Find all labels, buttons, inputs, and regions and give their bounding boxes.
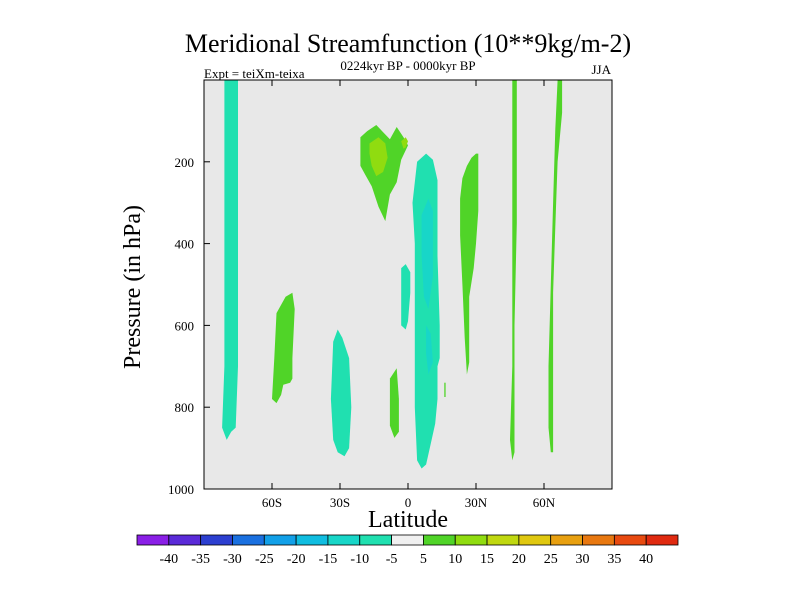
colorbar-swatch [391, 534, 424, 546]
colorbar-swatch [327, 534, 361, 546]
y-tick-label: 1000 [168, 482, 194, 497]
colorbar-swatch [550, 534, 583, 546]
contour-region-nh-subtropical-cell [460, 153, 479, 375]
colorbar-swatch [423, 534, 456, 546]
contour-region-sh-midlat-cell [272, 292, 295, 404]
contour-region-tropical-negative-column [412, 153, 440, 469]
x-tick-label: 30N [465, 495, 488, 510]
contour-region-tropical-negative-core [421, 198, 433, 309]
colorbar-swatch [454, 534, 488, 546]
contour-region-upper-tropical-core-small [401, 137, 408, 149]
colorbar-swatch [645, 534, 679, 546]
colorbar-label: 25 [544, 552, 558, 567]
colorbar-swatch [136, 534, 170, 546]
colorbar-label: 30 [576, 552, 590, 567]
colorbar-label: 20 [512, 552, 526, 567]
plot-area: 60S 30S 0 30N 60N 200 400 600 800 1000 [168, 79, 613, 510]
colorbar-swatch [518, 534, 552, 546]
contour-region-tropical-negative-core-lower [426, 325, 433, 375]
colorbar-label: 10 [448, 552, 462, 567]
contour-region-sh-polar-column [222, 80, 238, 440]
colorbar-swatch [359, 534, 392, 546]
y-tick-label: 600 [175, 318, 195, 333]
colorbar-label: -25 [255, 552, 274, 567]
contour-region-lower-tropical-cell [389, 368, 399, 438]
y-tick-label: 200 [175, 155, 195, 170]
contour-region-upper-tropical-core [369, 137, 388, 177]
colorbar-label: 40 [639, 552, 653, 567]
contour-region-tropical-negative-left [401, 264, 411, 330]
x-tick-label: 30S [330, 495, 350, 510]
colorbar-swatch [582, 534, 615, 546]
colorbar-label: -20 [287, 552, 306, 567]
x-tick-label: 0 [405, 495, 412, 510]
colorbar-label: -35 [191, 552, 210, 567]
colorbar-label: -5 [386, 552, 398, 567]
y-tick-label: 800 [175, 400, 195, 415]
colorbar-swatch [486, 534, 520, 546]
y-axis-label: Pressure (in hPa) [120, 205, 146, 369]
period-label: 0224kyr BP - 0000kyr BP [340, 58, 475, 73]
colorbar-label: 15 [480, 552, 494, 567]
colorbar-label: -40 [159, 552, 178, 567]
x-axis-label: Latitude [368, 507, 448, 533]
colorbar-label: -30 [223, 552, 242, 567]
x-tick-label: 60N [533, 495, 556, 510]
colorbar: -40 -35 -30 -25 -20 -15 -10 -5 5 10 15 20 25 30 35 40 [136, 534, 679, 567]
colorbar-swatch [200, 534, 233, 546]
y-tick-label: 400 [175, 237, 195, 252]
experiment-label: Expt = teiXm-teixa [204, 66, 305, 81]
contour-region-nh-highlat-column [548, 80, 563, 453]
contour-region-sh-subtropical-cell [330, 329, 352, 457]
contour-region-nh-small-speck [444, 382, 446, 397]
colorbar-swatch [263, 534, 297, 546]
colorbar-label: 5 [420, 552, 427, 567]
colorbar-label: 35 [607, 552, 621, 567]
colorbar-swatch [232, 534, 265, 546]
colorbar-label: -15 [319, 552, 338, 567]
colorbar-swatch [168, 534, 202, 546]
x-tick-label: 60S [262, 495, 282, 510]
colorbar-swatch [295, 534, 329, 546]
colorbar-swatch [613, 534, 647, 546]
colorbar-label: -10 [350, 552, 369, 567]
season-label: JJA [591, 62, 611, 77]
chart-title: Meridional Streamfunction (10**9kg/m-2) [185, 29, 631, 58]
contour-region-nh-midlat-column [510, 80, 517, 461]
